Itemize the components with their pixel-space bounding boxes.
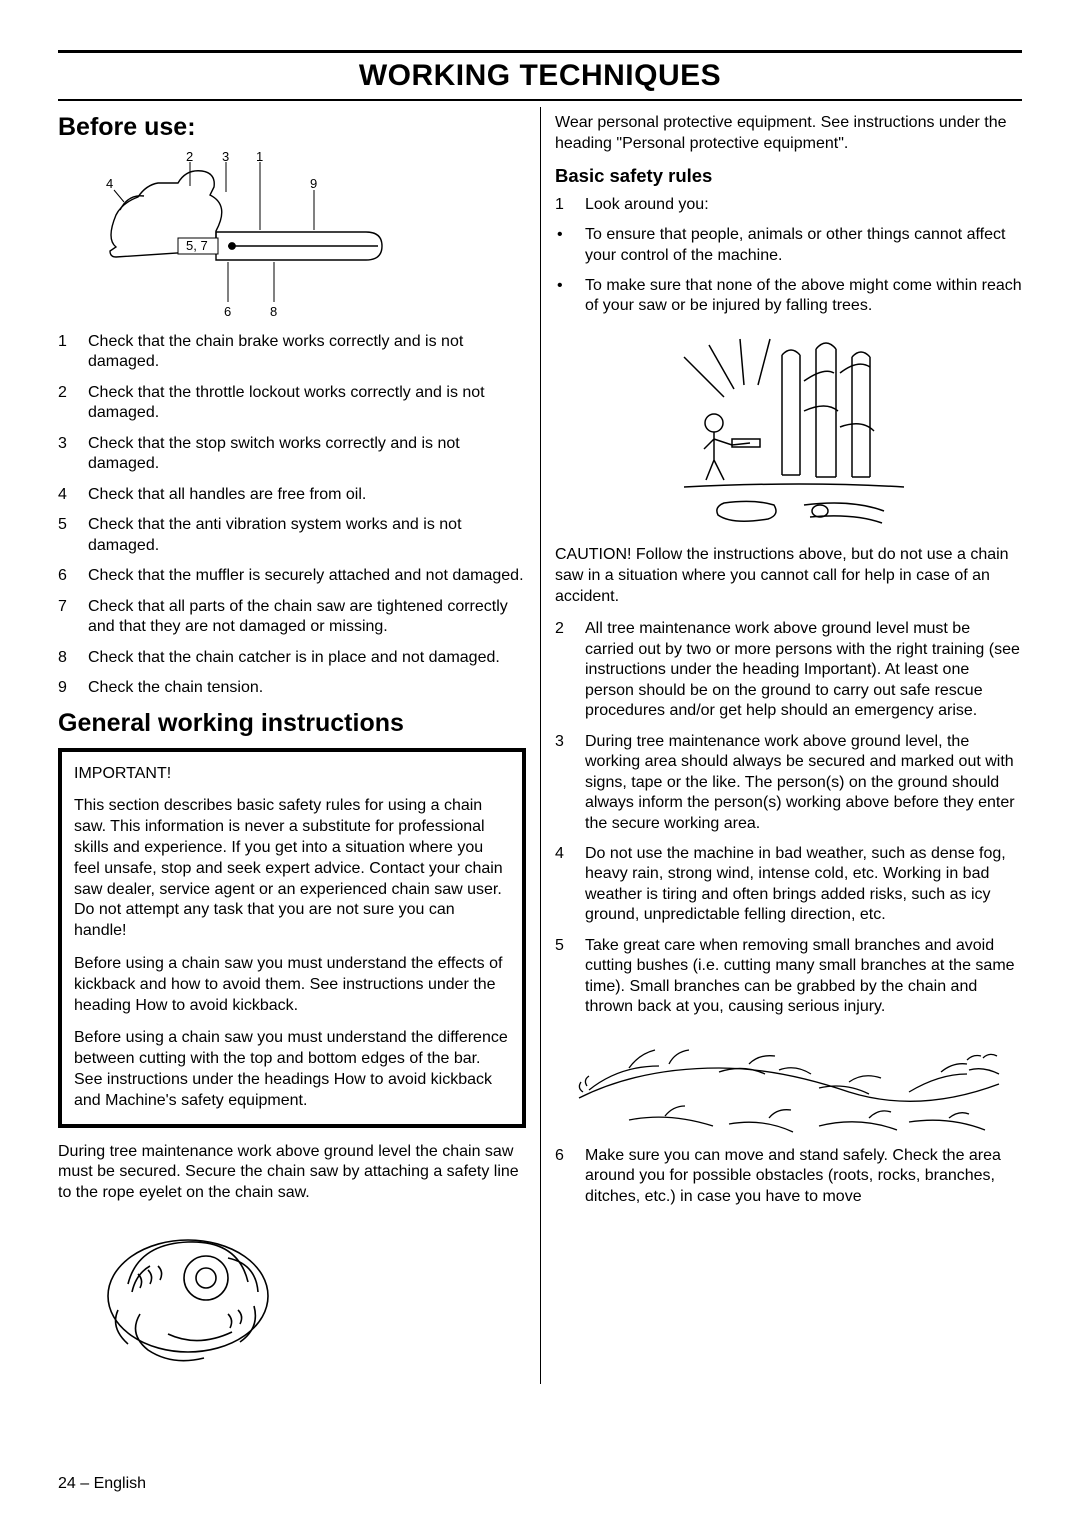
list-text: Check that all handles are free from oil… bbox=[88, 485, 526, 505]
diagram-label-3: 3 bbox=[222, 152, 229, 164]
safety-list-2: 2All tree maintenance work above ground … bbox=[555, 619, 1022, 1017]
page-footer: 24 – English bbox=[58, 1475, 146, 1493]
bullet-icon: • bbox=[555, 225, 585, 266]
important-paragraph: This section describes basic safety rule… bbox=[74, 796, 510, 942]
list-item: 3Check that the stop switch works correc… bbox=[58, 434, 526, 475]
diagram-label-9: 9 bbox=[310, 176, 317, 191]
left-column: Before use: bbox=[58, 107, 540, 1384]
list-text: Make sure you can move and stand safely.… bbox=[585, 1146, 1022, 1207]
list-text: Check that the throttle lockout works co… bbox=[88, 383, 526, 424]
two-column-layout: Before use: bbox=[58, 107, 1022, 1384]
diagram-label-4: 4 bbox=[106, 176, 113, 191]
diagram-label-8: 8 bbox=[270, 304, 277, 319]
list-text: Check that the stop switch works correct… bbox=[88, 434, 526, 475]
diagram-label-1: 1 bbox=[256, 152, 263, 164]
safety-bullets: •To ensure that people, animals or other… bbox=[555, 225, 1022, 317]
list-number: 3 bbox=[555, 732, 585, 834]
important-paragraph: Before using a chain saw you must unders… bbox=[74, 954, 510, 1016]
list-item: 2Check that the throttle lockout works c… bbox=[58, 383, 526, 424]
before-use-heading: Before use: bbox=[58, 113, 526, 142]
important-box: IMPORTANT! This section describes basic … bbox=[58, 748, 526, 1128]
rule-under-title bbox=[58, 99, 1022, 101]
list-item: 1Check that the chain brake works correc… bbox=[58, 332, 526, 373]
list-text: Check that all parts of the chain saw ar… bbox=[88, 597, 526, 638]
diagram-label-57: 5, 7 bbox=[186, 238, 208, 253]
bullet-text: To make sure that none of the above migh… bbox=[585, 276, 1022, 317]
rope-eyelet-illustration bbox=[78, 1214, 298, 1374]
list-item: 9Check the chain tension. bbox=[58, 678, 526, 698]
list-text: Check that the chain catcher is in place… bbox=[88, 648, 526, 668]
list-number: 2 bbox=[58, 383, 88, 424]
list-text: Check the chain tension. bbox=[88, 678, 526, 698]
list-item: 4Do not use the machine in bad weather, … bbox=[555, 844, 1022, 926]
list-number: 7 bbox=[58, 597, 88, 638]
before-use-list: 1Check that the chain brake works correc… bbox=[58, 332, 526, 699]
list-item: 1Look around you: bbox=[555, 195, 1022, 215]
caution-paragraph: CAUTION! Follow the instructions above, … bbox=[555, 545, 1022, 607]
list-text: Check that the anti vibration system wor… bbox=[88, 515, 526, 556]
important-label: IMPORTANT! bbox=[74, 764, 510, 785]
important-paragraph: Before using a chain saw you must unders… bbox=[74, 1028, 510, 1111]
list-item: 5Take great care when removing small bra… bbox=[555, 936, 1022, 1018]
list-text: All tree maintenance work above ground l… bbox=[585, 619, 1022, 721]
bullet-icon: • bbox=[555, 276, 585, 317]
list-number: 3 bbox=[58, 434, 88, 475]
list-number: 6 bbox=[555, 1146, 585, 1207]
list-number: 4 bbox=[58, 485, 88, 505]
list-number: 8 bbox=[58, 648, 88, 668]
list-number: 5 bbox=[555, 936, 585, 1018]
list-text: Check that the muffler is securely attac… bbox=[88, 566, 526, 586]
safety-list-1: 1Look around you: bbox=[555, 195, 1022, 215]
list-text: Check that the chain brake works correct… bbox=[88, 332, 526, 373]
list-text: Do not use the machine in bad weather, s… bbox=[585, 844, 1022, 926]
list-number: 1 bbox=[58, 332, 88, 373]
list-text: Take great care when removing small bran… bbox=[585, 936, 1022, 1018]
bullet-item: •To ensure that people, animals or other… bbox=[555, 225, 1022, 266]
list-item: 4Check that all handles are free from oi… bbox=[58, 485, 526, 505]
basic-safety-heading: Basic safety rules bbox=[555, 165, 1022, 187]
secure-paragraph: During tree maintenance work above groun… bbox=[58, 1142, 526, 1204]
list-number: 4 bbox=[555, 844, 585, 926]
list-item: 5Check that the anti vibration system wo… bbox=[58, 515, 526, 556]
general-instructions-heading: General working instructions bbox=[58, 709, 526, 738]
list-item: 8Check that the chain catcher is in plac… bbox=[58, 648, 526, 668]
list-number: 6 bbox=[58, 566, 88, 586]
list-item: 7Check that all parts of the chain saw a… bbox=[58, 597, 526, 638]
list-number: 9 bbox=[58, 678, 88, 698]
list-item: 2All tree maintenance work above ground … bbox=[555, 619, 1022, 721]
list-item: 6Make sure you can move and stand safely… bbox=[555, 1146, 1022, 1207]
list-text: During tree maintenance work above groun… bbox=[585, 732, 1022, 834]
branches-illustration bbox=[569, 1028, 1009, 1138]
list-number: 5 bbox=[58, 515, 88, 556]
list-number: 1 bbox=[555, 195, 585, 215]
bullet-item: •To make sure that none of the above mig… bbox=[555, 276, 1022, 317]
list-number: 2 bbox=[555, 619, 585, 721]
list-item: 6Check that the muffler is securely atta… bbox=[58, 566, 526, 586]
chainsaw-diagram: 2 3 1 4 9 5, 7 6 8 bbox=[78, 152, 398, 322]
page-title: WORKING TECHNIQUES bbox=[58, 53, 1022, 99]
list-text: Look around you: bbox=[585, 195, 1022, 215]
bullet-text: To ensure that people, animals or other … bbox=[585, 225, 1022, 266]
ppe-paragraph: Wear personal protective equipment. See … bbox=[555, 113, 1022, 155]
diagram-label-2: 2 bbox=[186, 152, 193, 164]
diagram-label-6: 6 bbox=[224, 304, 231, 319]
list-item: 3During tree maintenance work above grou… bbox=[555, 732, 1022, 834]
right-column: Wear personal protective equipment. See … bbox=[540, 107, 1022, 1384]
tree-worker-illustration bbox=[654, 327, 924, 537]
safety-list-3: 6Make sure you can move and stand safely… bbox=[555, 1146, 1022, 1207]
